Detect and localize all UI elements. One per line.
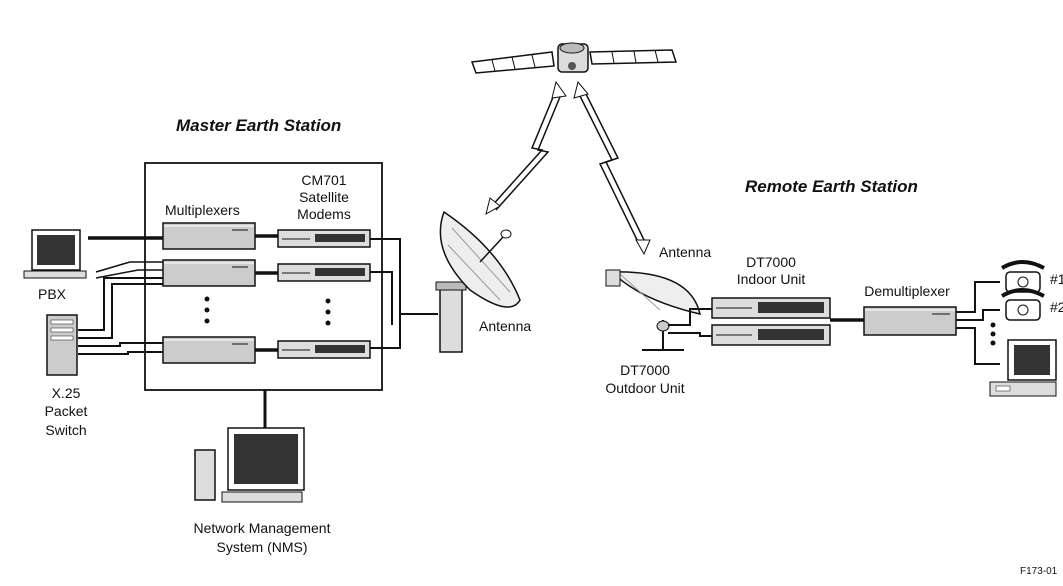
uplink-signal: [485, 80, 567, 216]
x25-label-line2: Packet: [45, 403, 88, 419]
x25-switch-icon: [46, 314, 78, 376]
x25-label-line3: Switch: [45, 422, 86, 438]
outdoor-label-line1: DT7000: [620, 362, 670, 378]
nms-computer-icon: [194, 427, 305, 503]
indoor-label-line2: Indoor Unit: [737, 271, 806, 287]
nms-label-line2: System (NMS): [217, 539, 308, 555]
master-antenna-icon: [435, 210, 521, 353]
modems-label-line1: CM701: [301, 172, 346, 188]
remote-antenna-label: Antenna: [659, 244, 711, 260]
modems-label-line2: Satellite: [299, 189, 349, 205]
remote-station-title: Remote Earth Station: [745, 177, 918, 196]
ellipsis-dots: [325, 298, 331, 326]
telephone-icon: [1000, 260, 1045, 293]
mux-modem-links: [255, 234, 278, 352]
indoor-label-line1: DT7000: [746, 254, 796, 270]
figure-id: F173-01: [1020, 566, 1058, 577]
modems-label-line3: Modems: [297, 206, 351, 222]
modem-unit: [277, 263, 371, 282]
demultiplexer-unit: [863, 306, 957, 336]
pbx-computer-icon: [23, 229, 87, 279]
phone-label-1: #1: [1050, 271, 1063, 287]
satellite-icon: [470, 42, 678, 74]
multiplexers-label: Multiplexers: [165, 202, 240, 218]
outdoor-label-line2: Outdoor Unit: [605, 380, 684, 396]
master-antenna-label: Antenna: [479, 318, 531, 334]
master-station-title: Master Earth Station: [176, 116, 341, 135]
demux-output-links: [956, 281, 1000, 365]
downlink-signal: [573, 80, 651, 256]
modem-antenna-links: [370, 238, 438, 349]
multiplexer-unit: [162, 336, 256, 364]
telephone-icon: [1000, 288, 1045, 321]
indoor-unit: [711, 297, 831, 319]
remote-antenna-icon: [605, 269, 701, 351]
nms-label-line1: Network Management: [194, 520, 331, 536]
x25-label-line1: X.25: [52, 385, 81, 401]
pbx-label: PBX: [38, 286, 67, 302]
remote-computer-icon: [989, 339, 1057, 397]
source-mux-links: [78, 261, 163, 355]
multiplexer-unit: [162, 222, 256, 250]
phone-label-2: #2: [1050, 299, 1063, 315]
multiplexer-unit: [162, 259, 256, 287]
ellipsis-dots: [990, 322, 996, 346]
modem-unit: [277, 340, 371, 359]
modem-unit: [277, 229, 371, 248]
antenna-indoor-links: [668, 308, 712, 337]
ellipsis-dots: [204, 296, 210, 324]
demux-label: Demultiplexer: [864, 283, 950, 299]
indoor-unit: [711, 324, 831, 346]
